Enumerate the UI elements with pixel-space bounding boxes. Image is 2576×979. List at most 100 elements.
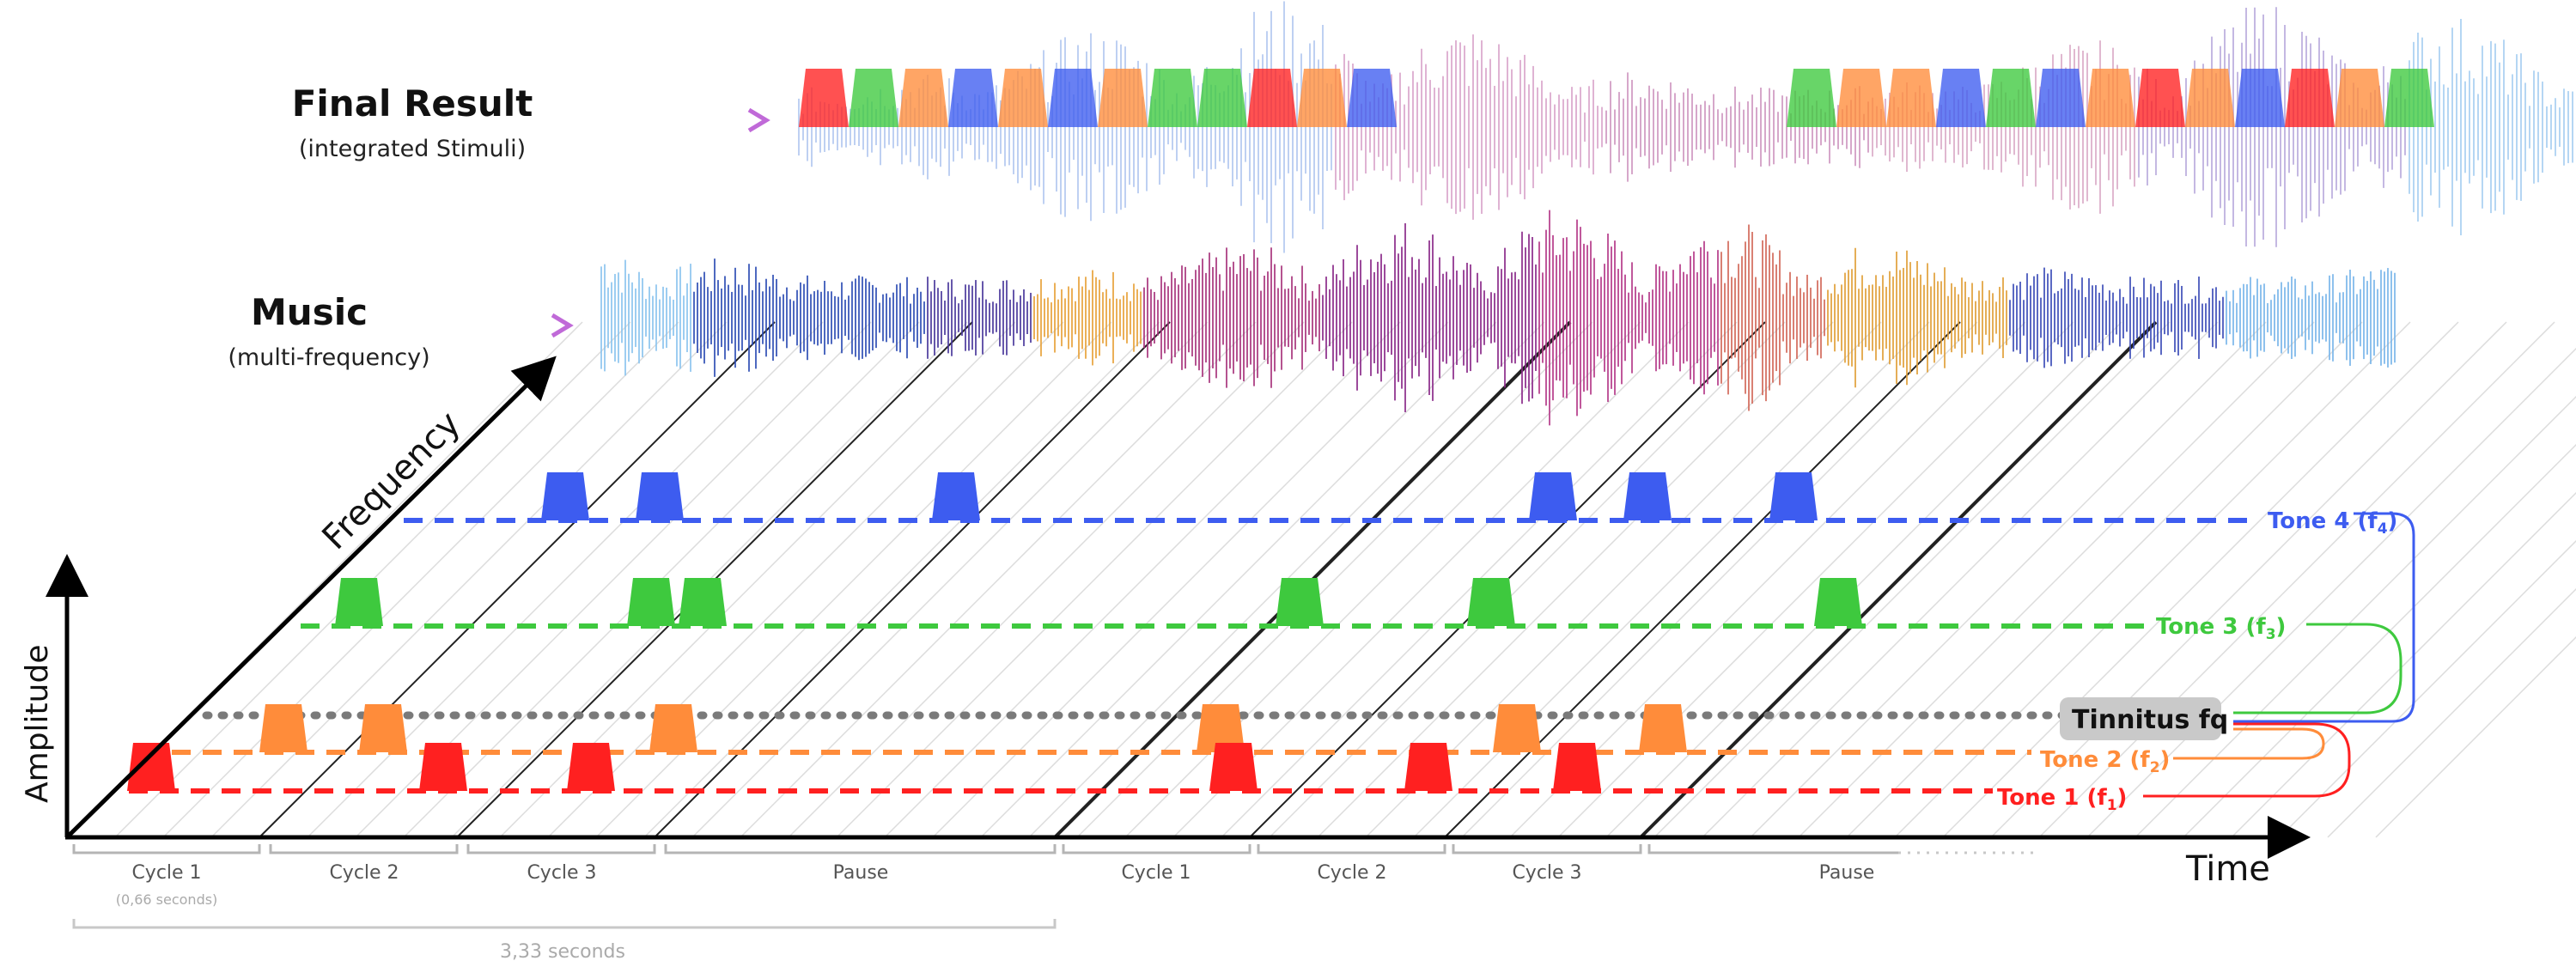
final-result-arrow-head (747, 107, 770, 133)
final-tone-block (1247, 69, 1297, 127)
final-tone-block (1098, 69, 1148, 127)
tone4-pulse (932, 472, 980, 520)
segment-label: Pause (1819, 862, 1875, 884)
segment-cycle-3b: Cycle 3 (1452, 844, 1642, 884)
grid-line (788, 321, 1305, 838)
grid-line (1269, 321, 1786, 838)
final-tone-block (1148, 69, 1197, 127)
final-result-tone-blocks (799, 69, 2434, 127)
tone1-label: Tone 1 (f1) (1997, 785, 2127, 814)
grid-line (932, 321, 1449, 838)
final-tone-block (2335, 69, 2384, 127)
segment-pause-b: Pause (1647, 844, 2036, 884)
total-duration-label: 3,33 seconds (500, 941, 625, 963)
tone4-pulse (541, 472, 589, 520)
final-tone-block (2036, 69, 2086, 127)
tone3-pulse (627, 578, 675, 626)
timeline-segments: Cycle 1 (0,66 seconds) Cycle 2 Cycle 3 P… (72, 844, 2036, 963)
tone4-pulse (1769, 472, 1818, 520)
grid-line (1076, 321, 1593, 838)
segment-cycle-2a: Cycle 2 (269, 844, 459, 884)
grid-line (1846, 321, 2363, 838)
final-tone-block (1297, 69, 1347, 127)
segment-label: Cycle 1 (131, 862, 201, 884)
total-duration: 3,33 seconds (72, 919, 1057, 963)
tone3-pulse (335, 578, 383, 626)
tone4-connector (2233, 512, 2415, 723)
final-tone-block (2384, 69, 2434, 127)
tone1-pulse (1553, 743, 1601, 791)
frequency-axis-label: Frequency (315, 404, 469, 557)
grid-line (595, 321, 1112, 838)
grid-line (884, 321, 1401, 838)
grid-line (2038, 321, 2555, 838)
music-waveform (600, 210, 2396, 426)
grid-line (2183, 443, 2576, 838)
final-tone-block (2235, 69, 2285, 127)
time-axis-label: Time (2185, 849, 2270, 889)
grid-line (1653, 321, 2171, 838)
final-tone-block (948, 69, 998, 127)
music-label: Music (multi-frequency) (228, 291, 574, 371)
grid-line (2086, 347, 2576, 838)
final-tone-block (898, 69, 948, 127)
tone1-pulse (419, 743, 467, 791)
cycle-boundary-line (654, 321, 1171, 838)
segment-label: Cycle 3 (527, 862, 596, 884)
tone2-pulse (1493, 704, 1541, 752)
grid-line (2327, 587, 2576, 838)
tone2-label: Tone 2 (f2) (2040, 747, 2170, 776)
final-tone-block (1048, 69, 1098, 127)
segment-label: Cycle 2 (329, 862, 399, 884)
grid-line (980, 321, 1497, 838)
final-tone-block (2135, 69, 2185, 127)
tone3-pulse (1276, 578, 1324, 626)
tone3-connector (2233, 623, 2402, 714)
grid-line (2279, 539, 2576, 838)
tinnitus-label-box (2060, 697, 2221, 740)
segment-cycle-3a: Cycle 3 (466, 844, 656, 884)
tone1-pulse (1209, 743, 1258, 791)
tone2-pulse (259, 704, 308, 752)
tone2-connector (2173, 727, 2325, 760)
final-result-title: Final Result (292, 82, 533, 125)
tone3-label: Tone 3 (f3) (2156, 614, 2286, 643)
tone4-pulse (636, 472, 684, 520)
grid-line (1942, 321, 2459, 838)
final-tone-block (849, 69, 898, 127)
final-tone-block (2285, 69, 2335, 127)
segment-cycle-1a: Cycle 1 (0,66 seconds) (72, 844, 261, 908)
final-tone-block (799, 69, 849, 127)
segment-label: Pause (833, 862, 889, 884)
final-tone-block (1986, 69, 2036, 127)
grid-line (1750, 321, 2267, 838)
segment-cycle-2b: Cycle 2 (1257, 844, 1446, 884)
segment-note: (0,66 seconds) (116, 891, 218, 908)
tone-pulses (127, 472, 1862, 791)
grid-line (2375, 635, 2576, 838)
grid-line (2231, 491, 2576, 838)
music-arrow-head (551, 313, 574, 338)
music-subtitle: (multi-frequency) (228, 344, 429, 371)
tone1-pulse (1404, 743, 1452, 791)
tone3-pulse (1814, 578, 1862, 626)
final-tone-block (998, 69, 1048, 127)
grid-line (1317, 321, 1834, 838)
tone4-pulse (1529, 472, 1577, 520)
axes: Amplitude Frequency Time (20, 356, 2311, 889)
grid-line (1557, 321, 2074, 838)
final-tone-block (1787, 69, 1836, 127)
final-result-subtitle: (integrated Stimuli) (299, 136, 526, 162)
final-tone-block (1886, 69, 1936, 127)
tone4-label: Tone 4 (f4) (2268, 508, 2397, 538)
amplitude-axis-label: Amplitude (20, 645, 55, 803)
grid-line (307, 321, 824, 838)
music-title: Music (251, 291, 368, 333)
grid-line (1990, 321, 2507, 838)
final-tone-block (2086, 69, 2135, 127)
tone3-pulse (679, 578, 727, 626)
tone2-pulse (1639, 704, 1687, 752)
tone1-pulse (127, 743, 175, 791)
segment-label: Cycle 2 (1317, 862, 1386, 884)
